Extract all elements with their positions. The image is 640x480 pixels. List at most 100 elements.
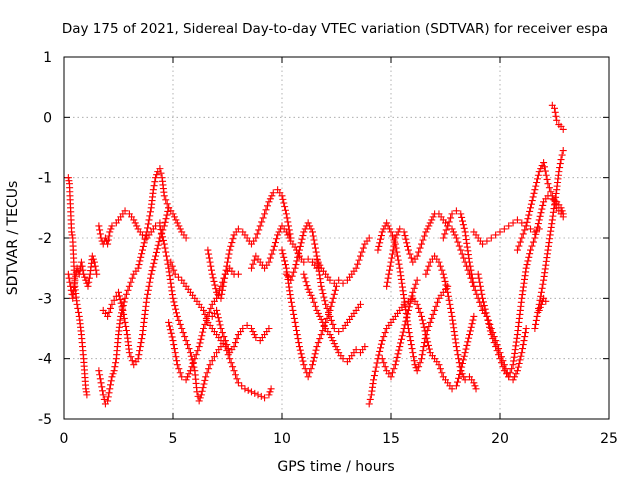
data-point <box>217 294 225 302</box>
data-point <box>138 246 146 254</box>
data-point <box>422 331 430 339</box>
data-point <box>513 367 521 375</box>
data-point <box>483 237 491 245</box>
data-point <box>448 385 456 393</box>
data-point <box>81 273 89 281</box>
data-point <box>173 312 181 320</box>
data-point <box>98 383 106 391</box>
data-point <box>391 361 399 369</box>
data-point <box>446 300 454 308</box>
data-point <box>416 359 424 367</box>
x-tick-label: 25 <box>600 431 618 447</box>
data-point <box>413 300 421 308</box>
data-point <box>465 331 473 339</box>
data-point <box>440 274 448 282</box>
data-point <box>297 350 305 358</box>
data-point <box>387 228 395 236</box>
data-point <box>519 230 527 238</box>
data-point <box>457 246 465 254</box>
data-point <box>224 258 231 266</box>
data-point <box>163 200 171 208</box>
data-point <box>281 203 289 211</box>
data-point <box>134 264 142 272</box>
data-point <box>413 252 421 260</box>
data-point <box>420 339 428 347</box>
data-point <box>104 236 112 244</box>
data-point <box>375 351 383 359</box>
data-point <box>452 207 460 215</box>
data-point <box>358 248 366 256</box>
data-point <box>454 238 462 246</box>
data-point <box>467 266 475 274</box>
data-point <box>296 346 304 354</box>
data-series <box>535 294 550 314</box>
data-point <box>176 225 184 233</box>
data-point <box>115 288 122 296</box>
data-point <box>258 218 266 226</box>
data-point <box>474 270 482 278</box>
data-point <box>311 350 319 358</box>
data-point <box>221 337 229 345</box>
data-point <box>67 282 75 290</box>
data-point <box>178 325 186 332</box>
data-point <box>532 316 540 324</box>
data-point <box>388 369 396 377</box>
data-point <box>295 343 303 351</box>
data-point <box>497 359 505 367</box>
data-point <box>559 147 567 155</box>
data-point <box>519 341 527 349</box>
data-point <box>74 304 82 312</box>
data-point <box>146 208 154 216</box>
data-point <box>327 316 335 324</box>
data-point <box>150 259 158 267</box>
data-point <box>438 369 446 377</box>
data-point <box>160 192 168 200</box>
data-point <box>418 312 426 320</box>
data-point <box>528 242 536 250</box>
data-point <box>171 302 179 310</box>
data-point <box>105 232 113 240</box>
data-point <box>122 327 130 335</box>
data-point <box>418 351 426 359</box>
data-point <box>415 248 423 256</box>
x-tick-label: 20 <box>491 431 509 447</box>
data-point <box>409 349 417 357</box>
data-point <box>480 302 488 310</box>
data-point <box>522 222 530 230</box>
data-point <box>559 213 567 221</box>
data-point <box>110 296 118 304</box>
data-point <box>122 290 130 298</box>
data-point <box>149 263 157 271</box>
data-series <box>64 252 101 302</box>
data-point <box>468 270 476 278</box>
data-point <box>253 230 261 238</box>
data-series <box>513 159 567 254</box>
data-point <box>394 252 402 260</box>
data-point <box>458 370 466 378</box>
data-point <box>436 262 444 270</box>
data-point <box>116 296 124 304</box>
data-point <box>426 219 434 227</box>
data-point <box>457 210 465 218</box>
data-point <box>318 286 326 294</box>
data-point <box>203 369 211 377</box>
data-point <box>540 163 548 171</box>
data-point <box>475 274 483 282</box>
data-point <box>234 270 242 278</box>
data-point <box>176 320 184 328</box>
data-point <box>106 385 114 393</box>
data-point <box>115 292 123 300</box>
data-point <box>146 278 154 286</box>
data-point <box>265 258 273 266</box>
data-point <box>269 246 277 254</box>
data-point <box>376 347 384 355</box>
data-point <box>298 353 306 361</box>
data-point <box>168 333 176 341</box>
data-point <box>73 300 81 308</box>
data-point <box>459 356 467 364</box>
data-point <box>493 347 501 355</box>
data-point <box>328 298 336 306</box>
y-axis-label: SDTVAR / TECUs <box>5 181 21 296</box>
data-point <box>220 278 228 286</box>
data-point <box>312 346 320 354</box>
